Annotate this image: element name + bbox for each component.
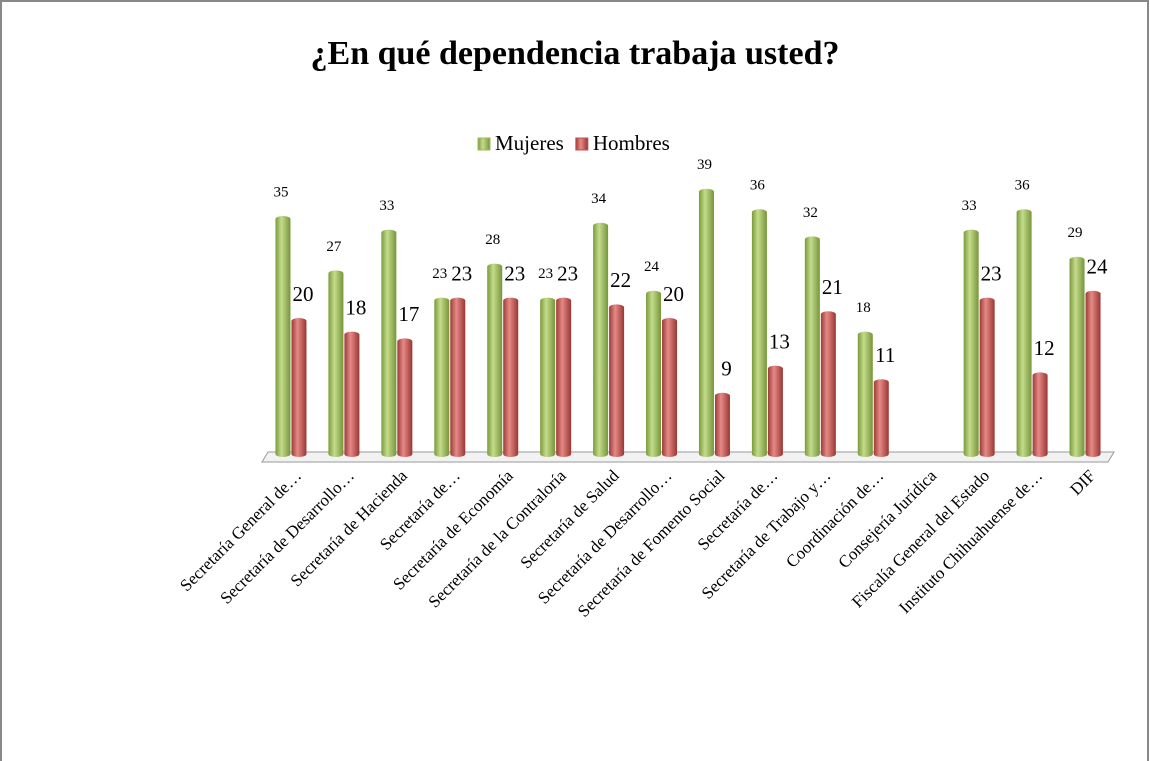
data-label: 29 [1068, 225, 1083, 241]
data-label: 22 [610, 268, 631, 292]
data-label: 36 [750, 178, 766, 194]
bar [662, 318, 678, 457]
legend-swatch [575, 137, 589, 151]
bar [291, 318, 307, 457]
data-label: 36 [1015, 178, 1031, 194]
bar [450, 297, 466, 457]
bar [963, 229, 979, 457]
data-label: 35 [273, 184, 288, 200]
floor [261, 451, 1115, 463]
bar [751, 209, 767, 457]
data-label: 18 [345, 295, 366, 319]
bar [434, 297, 450, 457]
data-label: 24 [644, 259, 660, 275]
data-label: 28 [485, 232, 500, 248]
legend-label: Mujeres [495, 131, 564, 155]
x-tick-label: Coordinación de… [782, 466, 887, 571]
bar [1085, 290, 1101, 457]
bar [503, 297, 519, 457]
x-tick-label: DIF [1066, 466, 1099, 499]
data-label: 20 [663, 282, 684, 306]
bar [275, 216, 291, 457]
legend-label: Hombres [593, 131, 670, 155]
bar [1032, 372, 1048, 457]
bar [698, 188, 714, 458]
data-label: 9 [721, 357, 732, 381]
legend-swatch [477, 137, 491, 151]
bar [820, 311, 836, 457]
data-label: 34 [591, 191, 607, 207]
data-label: 11 [875, 343, 895, 367]
data-label: 32 [803, 205, 818, 221]
bar [979, 297, 995, 457]
data-label: 27 [326, 239, 342, 255]
bar [873, 379, 889, 457]
data-label: 13 [769, 329, 790, 353]
data-label: 21 [822, 275, 843, 299]
data-label: 39 [697, 157, 712, 173]
data-label: 23 [504, 261, 525, 285]
chart-title: ¿En qué dependencia trabaja usted? [311, 35, 840, 72]
data-label: 24 [1087, 255, 1109, 279]
bar [767, 365, 783, 457]
bar [397, 338, 413, 457]
data-label: 20 [292, 282, 313, 306]
data-label: 12 [1034, 336, 1055, 360]
data-label: 23 [557, 261, 578, 285]
bar [1016, 209, 1032, 457]
data-label: 18 [856, 300, 871, 316]
bar [714, 392, 730, 457]
bar [556, 297, 572, 457]
data-label: 17 [398, 302, 419, 326]
bar [593, 222, 609, 457]
data-label: 33 [962, 198, 977, 214]
bar [646, 290, 662, 457]
bar [804, 236, 820, 457]
data-label: 23 [538, 266, 553, 282]
data-label: 23 [432, 266, 447, 282]
bar [344, 331, 360, 457]
bar [857, 331, 873, 457]
data-label: 23 [451, 261, 472, 285]
data-label: 33 [379, 198, 394, 214]
bar [487, 263, 503, 457]
bar [609, 304, 625, 457]
data-label: 23 [981, 261, 1002, 285]
bar [540, 297, 556, 457]
x-tick-label: Consejería Jurídica [834, 466, 940, 572]
bar [1069, 256, 1085, 457]
x-tick-label: Secretaría de Salud [516, 466, 623, 573]
bar [328, 270, 344, 457]
bar [381, 229, 397, 457]
